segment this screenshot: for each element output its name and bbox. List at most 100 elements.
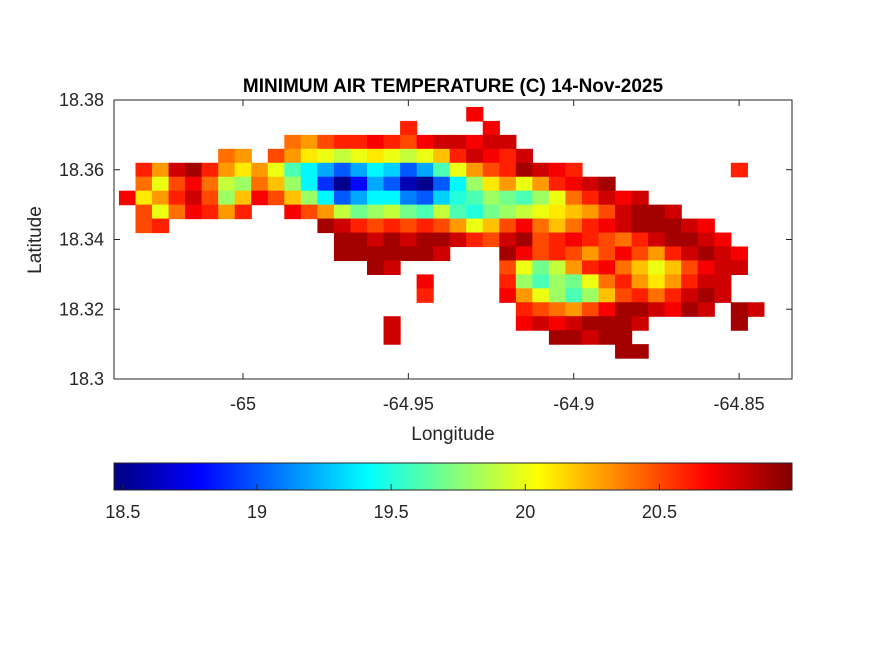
heatmap-cell (185, 190, 203, 206)
heatmap-cell (416, 176, 434, 192)
heatmap-cell (267, 190, 285, 206)
heatmap-cell (515, 204, 533, 220)
heatmap-cell (664, 302, 682, 317)
heatmap-cell (581, 232, 600, 248)
x-tick-label: -65 (230, 394, 256, 414)
heatmap-cell (416, 274, 434, 289)
heatmap-cell (383, 316, 401, 331)
colorbar-tick-label: 20 (515, 502, 535, 522)
heatmap-cell (267, 148, 285, 164)
heatmap-cell (466, 148, 484, 164)
heatmap-cell (433, 246, 451, 262)
heatmap-cell (515, 288, 533, 303)
heatmap-cell (466, 162, 484, 178)
heatmap-cell (598, 330, 616, 345)
heatmap-cell (333, 190, 352, 206)
heatmap-cell (714, 288, 732, 303)
heatmap-cell (730, 162, 748, 178)
heatmap-cell (185, 204, 203, 220)
heatmap-cell (515, 232, 533, 248)
heatmap-cell (400, 246, 418, 262)
heatmap-cell (648, 288, 666, 303)
heatmap-cell (201, 176, 219, 192)
heatmap-cell (416, 134, 434, 150)
heatmap-cell (664, 288, 682, 303)
heatmap-cell (565, 316, 583, 331)
heatmap-cell (548, 246, 567, 262)
heatmap-cell (300, 176, 318, 192)
heatmap-cell (631, 232, 649, 248)
heatmap-cell (565, 176, 583, 192)
heatmap-cell (135, 218, 153, 234)
heatmap-cell (449, 148, 467, 164)
heatmap-cell (532, 218, 550, 234)
heatmap-cell (482, 148, 500, 164)
heatmap-cell (615, 218, 633, 234)
heatmap-cell (532, 288, 550, 303)
heatmap-cell (400, 134, 418, 150)
heatmap-cell (598, 232, 616, 248)
heatmap-cell (581, 330, 600, 345)
heatmap-cell (681, 274, 699, 289)
heatmap-cell (383, 148, 401, 164)
heatmap-cell (251, 176, 269, 192)
heatmap-cell (168, 176, 186, 192)
heatmap-cell (201, 190, 219, 206)
heatmap-cell (118, 190, 137, 206)
heatmap-cell (152, 204, 170, 220)
heatmap-cell (135, 162, 153, 178)
heatmap-cell (482, 162, 500, 178)
heatmap-cell (218, 162, 236, 178)
heatmap-cell (664, 204, 682, 220)
heatmap-cell (267, 162, 285, 178)
heatmap-cell (532, 162, 550, 178)
heatmap-cell (333, 246, 352, 262)
heatmap-cell (367, 176, 385, 192)
heatmap-cell (482, 232, 500, 248)
heatmap-cell (615, 330, 633, 345)
heatmap-cell (714, 274, 732, 289)
heatmap-cell (152, 218, 170, 234)
heatmap-cell (152, 176, 170, 192)
heatmap-cell (515, 162, 533, 178)
heatmap-cell (383, 218, 401, 234)
heatmap-cell (152, 190, 170, 206)
heatmap-cell (433, 204, 451, 220)
heatmap-cell (383, 204, 401, 220)
heatmap-cell (681, 288, 699, 303)
heatmap-cell (615, 288, 633, 303)
heatmap-cell (714, 260, 732, 275)
heatmap-cell (615, 302, 633, 317)
heatmap-cell (383, 190, 401, 206)
heatmap-cell (532, 176, 550, 192)
heatmap-cell (565, 204, 583, 220)
heatmap-cell (234, 162, 252, 178)
colorbar-tick-label: 18.5 (105, 502, 140, 522)
heatmap-cell (135, 176, 153, 192)
heatmap-cell (317, 204, 335, 220)
heatmap-cell (615, 204, 633, 220)
heatmap-cell (615, 344, 633, 359)
heatmap-cell (499, 176, 517, 192)
y-tick-label: 18.34 (59, 230, 104, 250)
heatmap-cell (631, 246, 649, 262)
heatmap-cell (168, 204, 186, 220)
heatmap-cell (664, 218, 682, 234)
heatmap-cell (532, 302, 550, 317)
heatmap-cell (317, 134, 335, 150)
heatmap-cell (581, 176, 600, 192)
heatmap-cell (548, 162, 567, 178)
heatmap-cell (615, 246, 633, 262)
heatmap-cell (615, 316, 633, 331)
heatmap-cell (449, 190, 467, 206)
heatmap-cell (598, 246, 616, 262)
heatmap-cell (218, 204, 236, 220)
heatmap-cell (565, 246, 583, 262)
heatmap-cell (317, 162, 335, 178)
heatmap-cell (300, 190, 318, 206)
heatmap-cell (466, 218, 484, 234)
heatmap-cell (367, 162, 385, 178)
heatmap-cell (168, 190, 186, 206)
heatmap-cell (565, 232, 583, 248)
heatmap-cell (482, 134, 500, 150)
